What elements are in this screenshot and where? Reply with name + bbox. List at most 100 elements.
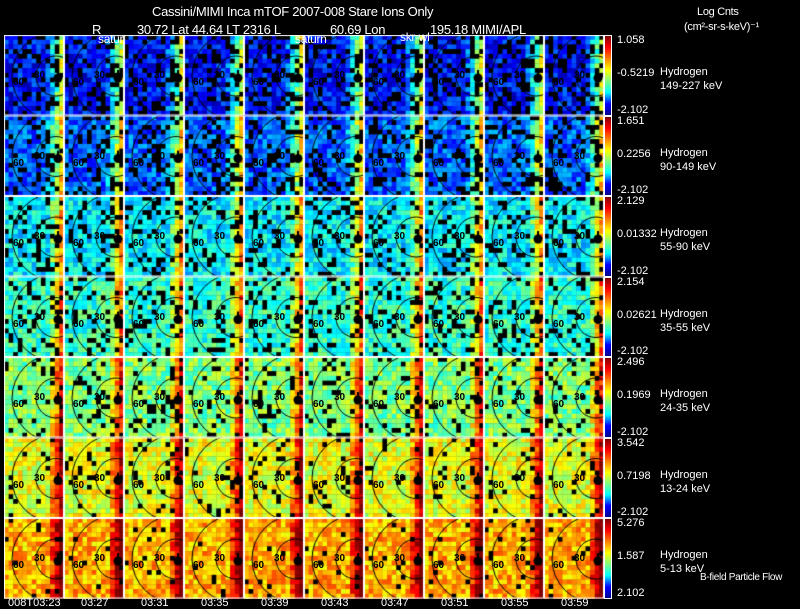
circle-label-30: 30 [454,311,466,323]
circle-label-30: 30 [34,311,46,323]
circle-label-60: 60 [433,318,445,330]
species-label: Hydrogen [660,227,708,239]
circle-label-60: 60 [133,399,145,410]
colorbar-min-label: -2.102 [617,345,649,357]
circle-label-30: 30 [334,392,346,403]
circle-label-30: 30 [94,311,106,323]
circle-label-60: 60 [373,560,385,571]
circle-label-60: 60 [253,479,265,491]
circle-label-60: 60 [373,157,385,169]
circle-label-60: 60 [313,238,325,249]
time-label: 03:51 [441,597,469,609]
circle-label-60: 60 [193,157,205,169]
circle-label-60: 60 [313,318,325,330]
circle-label-30: 30 [154,553,166,564]
circle-label-60: 60 [553,318,565,330]
circle-label-30: 30 [94,150,106,162]
lon-value: 195.18 MIMI/APL [430,22,526,37]
species-label: Hydrogen [660,468,708,481]
circle-label-60: 60 [193,560,205,571]
circle-label-30: 30 [214,150,226,162]
circle-label-30: 30 [454,553,466,564]
circle-label-30: 30 [94,472,106,484]
circle-label-60: 60 [253,77,265,88]
overlay-label-skr: skr-wl [400,30,430,44]
circle-label-60: 60 [433,399,445,410]
circle-label-30: 30 [274,553,286,564]
r-label: R [92,22,102,37]
circle-label-60: 60 [133,560,145,571]
circle-label-30: 30 [454,150,466,162]
circle-label-30: 30 [514,70,526,81]
units-label: Log Cnts [697,6,739,18]
circle-label-30: 30 [574,70,586,81]
energy-range-label: 13-24 keV [660,482,711,495]
circle-label-30: 30 [454,472,466,484]
colorbar-min-label: -2.102 [617,103,649,116]
circle-label-30: 30 [334,311,346,323]
circle-label-60: 60 [133,479,145,491]
circle-label-30: 30 [154,231,166,242]
circle-label-60: 60 [493,399,505,410]
circle-label-60: 60 [13,560,25,571]
colorbar-mid-label: 0.1969 [617,389,651,402]
colorbar-min-label: -2.102 [617,184,649,196]
circle-label-60: 60 [373,318,385,330]
colorbar-mid-label: -0.5219 [617,67,655,80]
colorbar-min-label: -2.102 [617,425,649,438]
colorbar-mid-label: 0.01332 [617,228,657,241]
colorbar-min-label: -2.102 [617,506,649,518]
colorbar [604,518,612,599]
overlay-label-satur: satur [98,32,124,46]
circle-label-60: 60 [13,479,25,491]
circle-label-60: 60 [73,399,85,410]
colorbar-mid-label: 0.2256 [617,147,651,160]
circle-label-30: 30 [274,231,286,242]
time-label: 03:31 [141,597,169,609]
circle-label-30: 30 [214,231,226,242]
energy-range-label: 55-90 keV [660,241,711,253]
circle-label-60: 60 [553,479,565,491]
circle-label-60: 60 [493,479,505,491]
circle-label-30: 30 [214,472,226,484]
circle-label-30: 30 [274,472,286,484]
colorbar [604,357,612,438]
circle-label-30: 30 [394,472,406,484]
colorbar [604,196,612,277]
circle-label-30: 30 [454,70,466,81]
circle-label-30: 30 [394,231,406,242]
time-label: 03:59 [561,597,589,609]
colorbar-max-label: 1.651 [617,114,645,127]
colorbar-max-label: 3.542 [617,436,645,449]
circle-label-60: 60 [13,77,25,88]
circle-label-30: 30 [274,311,286,323]
circle-label-60: 60 [73,238,85,249]
circle-label-30: 30 [94,553,106,564]
circle-label-60: 60 [133,318,145,330]
circle-label-30: 30 [334,472,346,484]
circle-label-60: 60 [433,238,445,249]
circle-label-60: 60 [253,238,265,249]
circle-label-60: 60 [373,77,385,88]
species-label: Hydrogen [660,307,708,320]
circle-label-30: 30 [34,553,46,564]
circle-label-60: 60 [433,77,445,88]
circle-label-30: 30 [274,70,286,81]
circle-label-30: 30 [94,231,106,242]
circle-label-30: 30 [514,553,526,564]
circle-label-30: 30 [214,392,226,403]
circle-label-60: 60 [193,399,205,410]
circle-label-30: 30 [214,553,226,564]
lon-label: 60.69 Lon [330,22,386,37]
circle-label-30: 30 [94,392,106,403]
circle-label-30: 30 [394,311,406,323]
circle-label-30: 30 [34,70,46,81]
circle-label-60: 60 [493,318,505,330]
circle-label-60: 60 [193,238,205,249]
time-label: 03:43 [321,597,349,609]
time-label: 03:47 [381,597,409,609]
circle-label-60: 60 [313,560,325,571]
circle-label-30: 30 [274,392,286,403]
circle-label-30: 30 [214,70,226,81]
circle-label-30: 30 [394,392,406,403]
